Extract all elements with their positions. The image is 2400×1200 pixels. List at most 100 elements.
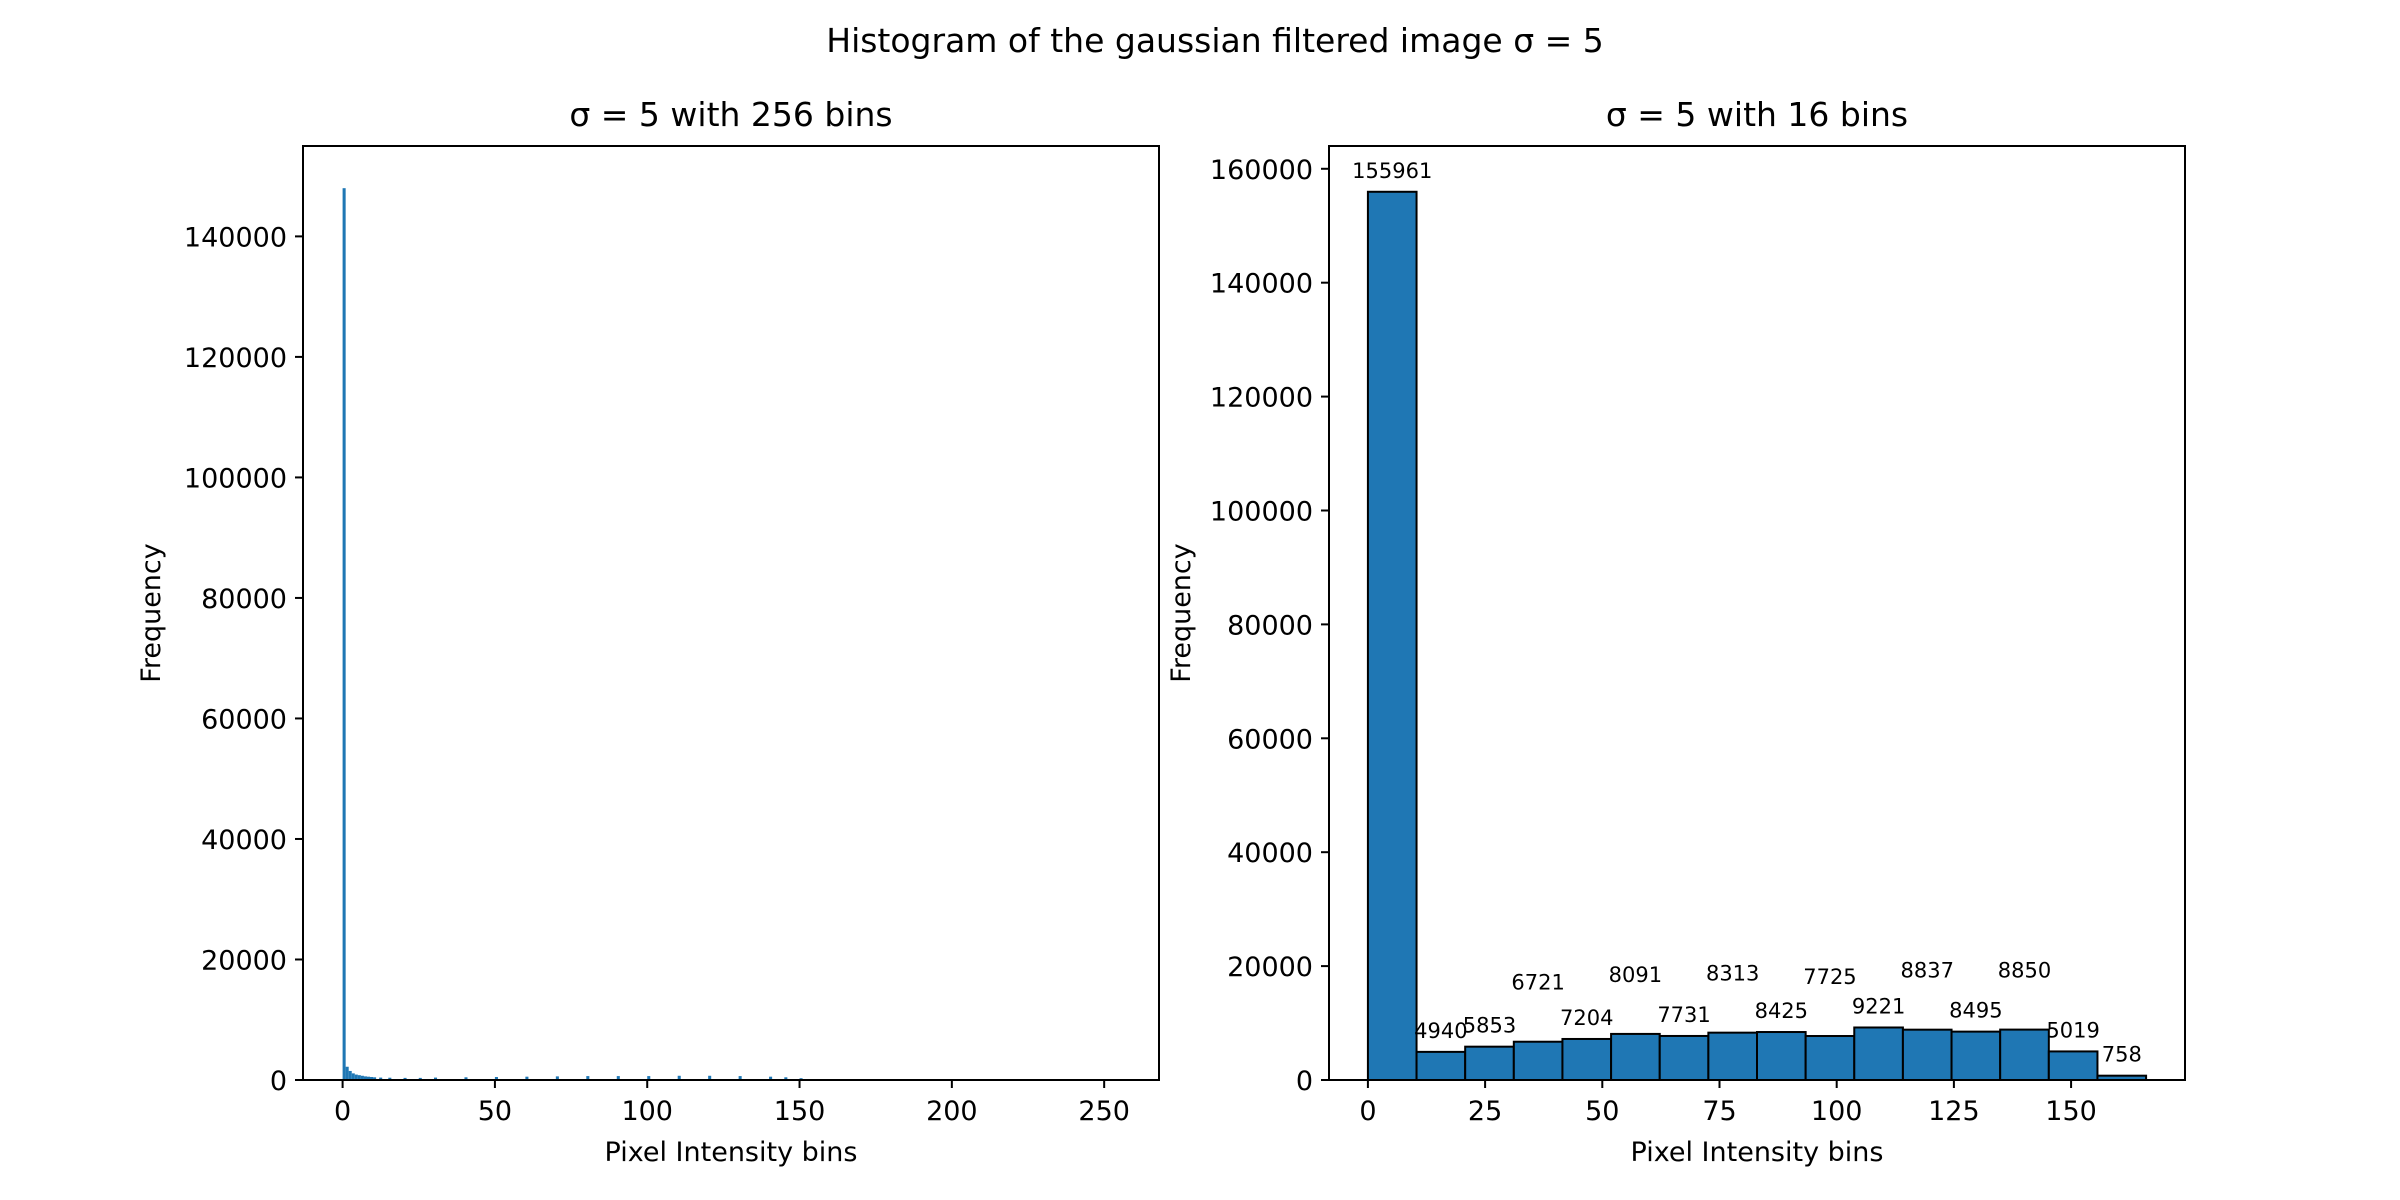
- histogram-bar: [388, 1077, 392, 1080]
- bar-value-label: 8837: [1901, 959, 1954, 983]
- bar-value-label: 8850: [1998, 959, 2051, 983]
- histogram-bar: [677, 1075, 681, 1080]
- y-tick-label: 80000: [1227, 610, 1313, 641]
- histogram-bar: [1512, 1040, 1564, 1081]
- histogram-bar: [403, 1077, 407, 1080]
- y-axis-label-16-bins: Frequency: [1166, 543, 1197, 683]
- histogram-bar: [708, 1075, 712, 1080]
- y-tick-label: 100000: [184, 463, 287, 494]
- histogram-bar: [525, 1076, 529, 1080]
- y-tick-label: 120000: [1210, 383, 1313, 414]
- bar-value-label: 8495: [1949, 999, 2002, 1023]
- histogram-bar: [357, 1075, 361, 1080]
- histogram-bar: [494, 1076, 498, 1080]
- histogram-bar: [433, 1077, 438, 1080]
- bar-value-label: 5853: [1463, 1014, 1516, 1038]
- histogram-bar: [769, 1076, 773, 1080]
- histogram-bar: [342, 188, 346, 1080]
- histogram-bar: [370, 1076, 374, 1080]
- bar-value-label: 6721: [1511, 971, 1564, 995]
- histogram-bar: [363, 1076, 367, 1080]
- y-tick-label: 140000: [1210, 269, 1313, 300]
- histogram-bar: [379, 1077, 383, 1080]
- histogram-bar: [2047, 1050, 2099, 1082]
- x-tick-label: 100: [621, 1096, 673, 1127]
- y-ticks-16-bins: 0 20000 40000 60000 80000 100000 120000 140000 1…: [1210, 155, 1329, 1097]
- x-tick-label: 50: [478, 1096, 512, 1127]
- figure-suptitle: Histogram of the gaussian filtered image…: [826, 21, 1603, 60]
- y-tick-label: 120000: [184, 343, 287, 374]
- histogram-bar: [351, 1073, 355, 1080]
- y-tick-label: 20000: [201, 945, 287, 976]
- histogram-bar: [647, 1076, 651, 1080]
- histogram-bar: [555, 1076, 559, 1080]
- bars-256-bins: [342, 188, 818, 1080]
- histogram-bar: [1901, 1028, 1953, 1082]
- histogram-bar: [354, 1074, 358, 1080]
- x-tick-label: 100: [1811, 1096, 1863, 1127]
- axes-title-256-bins: σ = 5 with 256 bins: [569, 95, 892, 134]
- bar-value-label: 5019: [2046, 1018, 2099, 1042]
- histogram-bar: [464, 1077, 468, 1080]
- bar-value-label: 758: [2102, 1043, 2142, 1067]
- bar-value-label: 7204: [1560, 1006, 1613, 1030]
- histogram-bar: [738, 1076, 742, 1080]
- bar-value-label: 8091: [1609, 963, 1662, 987]
- y-tick-label: 60000: [1227, 724, 1313, 755]
- y-tick-label: 40000: [201, 825, 287, 856]
- bars-16-bins: [1366, 190, 2148, 1082]
- histogram-bar: [1415, 1050, 1467, 1081]
- x-axis-label-16-bins: Pixel Intensity bins: [1631, 1137, 1884, 1168]
- bar-value-label: 8313: [1706, 962, 1759, 986]
- y-tick-label: 80000: [201, 584, 287, 615]
- histogram-bar: [616, 1076, 620, 1080]
- x-tick-label: 0: [334, 1096, 351, 1127]
- x-tick-label: 150: [2045, 1096, 2097, 1127]
- x-axis-label-256-bins: Pixel Intensity bins: [605, 1137, 858, 1168]
- x-ticks-16-bins: 0 25 50 75 100 125 150: [1359, 1080, 2097, 1127]
- bar-value-label: 7725: [1803, 965, 1856, 989]
- y-tick-label: 0: [270, 1066, 287, 1097]
- histogram-bar: [418, 1077, 422, 1080]
- y-tick-label: 100000: [1210, 496, 1313, 527]
- y-axis-label-256-bins: Frequency: [136, 543, 167, 683]
- bar-value-label: 8425: [1755, 999, 1808, 1023]
- x-tick-label: 200: [926, 1096, 978, 1127]
- histogram-bar: [1999, 1028, 2050, 1081]
- histogram-bar: [1707, 1031, 1758, 1082]
- x-tick-label: 125: [1928, 1096, 1980, 1127]
- x-tick-label: 25: [1468, 1096, 1502, 1127]
- histogram-bar: [1853, 1026, 1904, 1081]
- x-tick-label: 150: [774, 1096, 826, 1127]
- histogram-bar: [1950, 1030, 2002, 1081]
- histogram-bar: [373, 1077, 377, 1080]
- bar-value-label: 155961: [1352, 159, 1432, 183]
- histogram-bar: [784, 1077, 788, 1080]
- histogram-bar: [1756, 1031, 1807, 1082]
- histogram-bar: [586, 1076, 590, 1080]
- y-tick-label: 60000: [201, 704, 287, 735]
- histogram-bar: [1610, 1032, 1661, 1082]
- plot-frame-16-bins: [1328, 145, 2186, 1081]
- histogram-256-bins-axes: σ = 5 with 256 bins 0 50 100 150 200 250 0 200…: [136, 95, 1160, 1168]
- y-tick-label: 0: [1296, 1066, 1313, 1097]
- y-ticks-256-bins: 0 20000 40000 60000 80000 100000 120000 140000: [184, 222, 303, 1097]
- histogram-bar: [1804, 1035, 1856, 1082]
- x-tick-label: 50: [1585, 1096, 1619, 1127]
- histogram-bar: [1464, 1045, 1515, 1082]
- bar-value-label: 4940: [1414, 1019, 1467, 1043]
- histogram-bar: [1561, 1037, 1613, 1081]
- axes-title-16-bins: σ = 5 with 16 bins: [1606, 95, 1908, 134]
- histogram-bar: [1366, 190, 1418, 1081]
- x-tick-label: 0: [1359, 1096, 1376, 1127]
- y-tick-label: 40000: [1227, 838, 1313, 869]
- histogram-bar: [360, 1075, 364, 1080]
- x-tick-label: 75: [1702, 1096, 1736, 1127]
- plot-frame-256-bins: [302, 145, 1160, 1081]
- histogram-bar: [348, 1070, 352, 1080]
- x-ticks-256-bins: 0 50 100 150 200 250: [334, 1080, 1130, 1127]
- histogram-bar: [1658, 1034, 1710, 1081]
